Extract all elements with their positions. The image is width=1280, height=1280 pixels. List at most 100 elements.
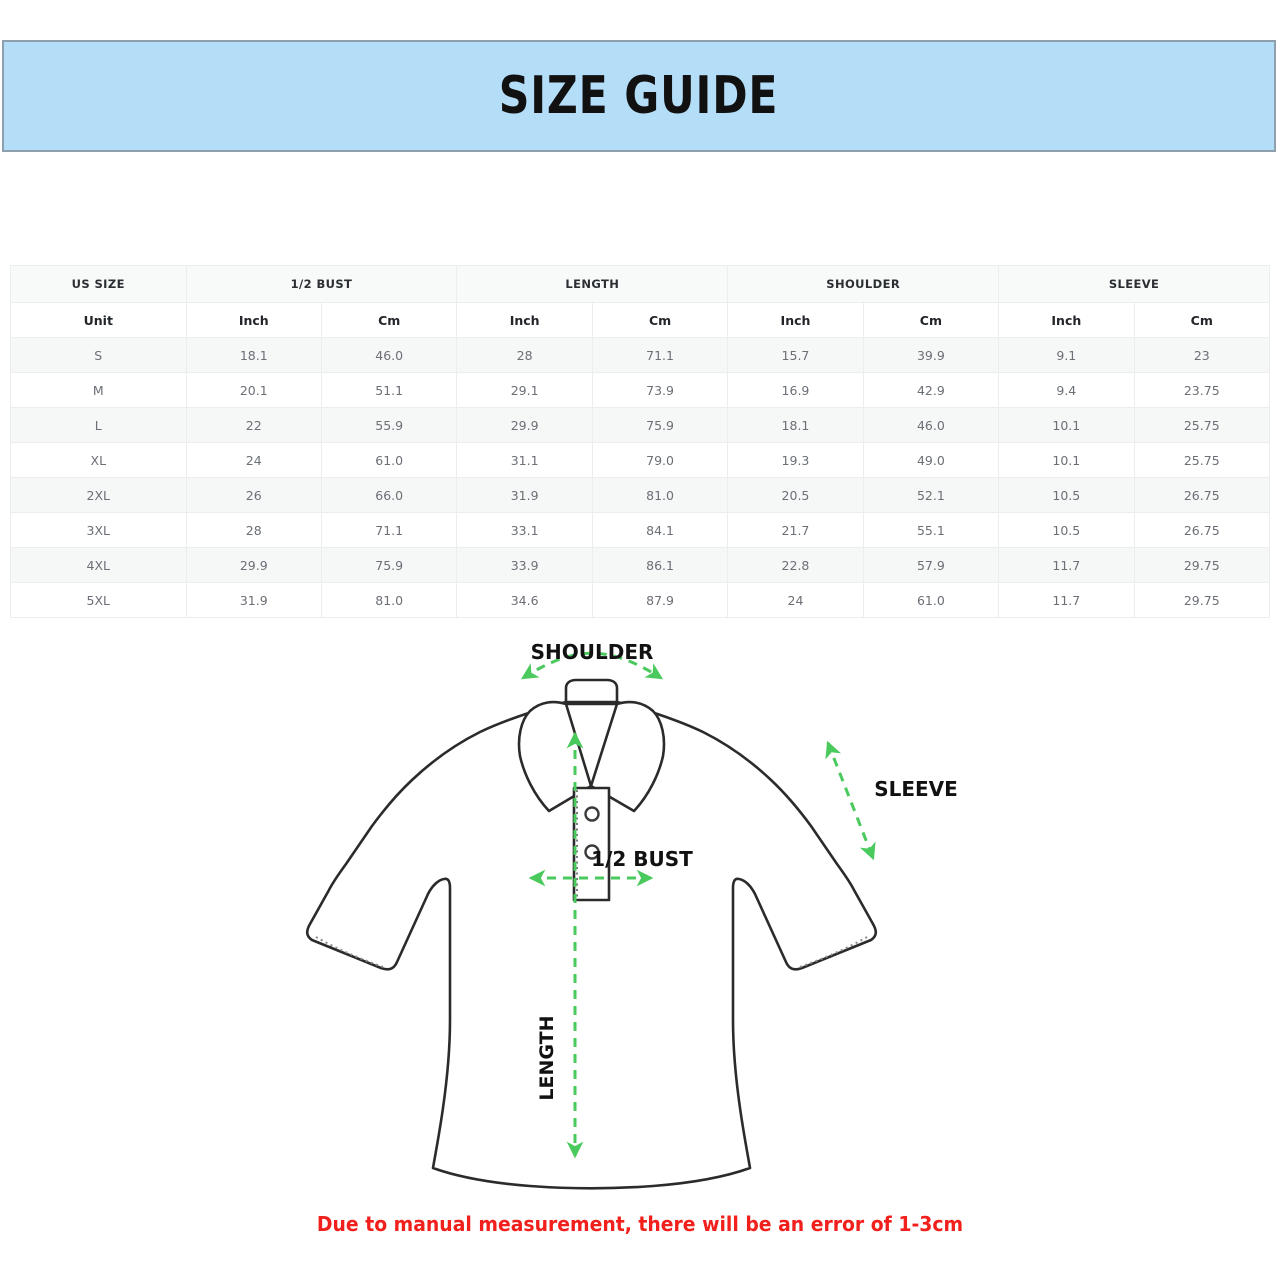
cell-bust-cm: 66.0 <box>320 477 458 513</box>
size-chart-table: US SIZE 1/2 BUST LENGTH SHOULDER SLEEVE … <box>10 265 1271 618</box>
table-row: S 18.1 46.0 28 71.1 15.7 39.9 9.1 23 <box>10 337 1271 373</box>
shoulder-label: SHOULDER <box>531 640 654 664</box>
cell-sleeve-cm: 23 <box>1133 337 1271 373</box>
unit-header-sleeve-cm: Cm <box>1133 302 1271 338</box>
cell-shoulder-cm: 61.0 <box>862 582 1000 618</box>
cell-sleeve-in: 10.5 <box>998 512 1135 548</box>
cell-size: 4XL <box>10 547 187 583</box>
cell-size: S <box>10 337 187 373</box>
cell-length-in: 28 <box>456 337 593 373</box>
cell-length-cm: 86.1 <box>591 547 729 583</box>
group-header-row: US SIZE 1/2 BUST LENGTH SHOULDER SLEEVE <box>10 265 1270 303</box>
placket-button-top <box>584 806 600 822</box>
cell-length-in: 31.9 <box>456 477 593 513</box>
group-header-sleeve: SLEEVE <box>998 265 1270 303</box>
cell-sleeve-in: 9.1 <box>998 337 1135 373</box>
cell-shoulder-cm: 42.9 <box>862 372 1000 408</box>
cell-bust-in: 22 <box>185 407 322 443</box>
cell-sleeve-cm: 26.75 <box>1133 512 1271 548</box>
cell-shoulder-cm: 55.1 <box>862 512 1000 548</box>
cell-sleeve-cm: 23.75 <box>1133 372 1271 408</box>
cell-bust-cm: 55.9 <box>320 407 458 443</box>
unit-header-bust-in: Inch <box>185 302 322 338</box>
right-cuff-stitch <box>796 936 868 969</box>
cell-shoulder-cm: 49.0 <box>862 442 1000 478</box>
size-guide-banner: SIZE GUIDE <box>2 40 1276 152</box>
cell-sleeve-cm: 26.75 <box>1133 477 1271 513</box>
cell-size: 5XL <box>10 582 187 618</box>
cell-bust-in: 31.9 <box>185 582 322 618</box>
cell-bust-cm: 46.0 <box>320 337 458 373</box>
collar-right-path <box>589 700 666 813</box>
cell-length-cm: 71.1 <box>591 337 729 373</box>
cell-length-cm: 75.9 <box>591 407 729 443</box>
sleeve-measure-arrow <box>825 740 876 861</box>
cell-bust-in: 29.9 <box>185 547 322 583</box>
table-body: S 18.1 46.0 28 71.1 15.7 39.9 9.1 23 M 2… <box>10 337 1271 618</box>
group-header-shoulder: SHOULDER <box>727 265 1000 303</box>
cell-length-in: 34.6 <box>456 582 593 618</box>
bust-label: 1/2 BUST <box>591 847 693 871</box>
cell-sleeve-in: 11.7 <box>998 582 1135 618</box>
placket-path <box>572 786 611 902</box>
cell-bust-cm: 71.1 <box>320 512 458 548</box>
table-row: 5XL 31.9 81.0 34.6 87.9 24 61.0 11.7 29.… <box>10 582 1271 618</box>
unit-header-length-cm: Cm <box>591 302 729 338</box>
cell-sleeve-in: 10.5 <box>998 477 1135 513</box>
cell-shoulder-cm: 39.9 <box>862 337 1000 373</box>
unit-header-length-in: Inch <box>456 302 593 338</box>
cell-length-in: 31.1 <box>456 442 593 478</box>
group-header-length: LENGTH <box>456 265 729 303</box>
table-row: 3XL 28 71.1 33.1 84.1 21.7 55.1 10.5 26.… <box>10 512 1271 548</box>
cell-sleeve-cm: 29.75 <box>1133 547 1271 583</box>
table-row: 4XL 29.9 75.9 33.9 86.1 22.8 57.9 11.7 2… <box>10 547 1271 583</box>
cell-sleeve-cm: 25.75 <box>1133 442 1271 478</box>
table-row: XL 24 61.0 31.1 79.0 19.3 49.0 10.1 25.7… <box>10 442 1271 478</box>
cell-size: XL <box>10 442 187 478</box>
cell-shoulder-cm: 46.0 <box>862 407 1000 443</box>
cell-shoulder-in: 15.7 <box>727 337 864 373</box>
cell-sleeve-cm: 29.75 <box>1133 582 1271 618</box>
unit-header-shoulder-in: Inch <box>727 302 864 338</box>
cell-sleeve-cm: 25.75 <box>1133 407 1271 443</box>
polo-shirt-outline <box>305 678 878 1190</box>
cell-length-in: 33.1 <box>456 512 593 548</box>
unit-header-sleeve-in: Inch <box>998 302 1135 338</box>
cell-bust-in: 20.1 <box>185 372 322 408</box>
cell-bust-cm: 75.9 <box>320 547 458 583</box>
cell-bust-cm: 61.0 <box>320 442 458 478</box>
cell-shoulder-cm: 52.1 <box>862 477 1000 513</box>
group-header-bust: 1/2 BUST <box>185 265 458 303</box>
cell-length-in: 29.9 <box>456 407 593 443</box>
length-label: LENGTH <box>536 1015 558 1100</box>
measurement-disclaimer: Due to manual measurement, there will be… <box>316 1212 964 1236</box>
cell-bust-in: 24 <box>185 442 322 478</box>
cell-size: 2XL <box>10 477 187 513</box>
cell-length-in: 33.9 <box>456 547 593 583</box>
group-header-us-size: US SIZE <box>10 265 187 303</box>
unit-header-row: Unit Inch Cm Inch Cm Inch Cm Inch Cm <box>10 302 1271 338</box>
table-row: M 20.1 51.1 29.1 73.9 16.9 42.9 9.4 23.7… <box>10 372 1271 408</box>
unit-header-bust-cm: Cm <box>320 302 458 338</box>
table-head: US SIZE 1/2 BUST LENGTH SHOULDER SLEEVE … <box>10 265 1271 338</box>
cell-length-cm: 79.0 <box>591 442 729 478</box>
cell-length-in: 29.1 <box>456 372 593 408</box>
unit-header-unit: Unit <box>10 302 187 338</box>
cell-shoulder-in: 21.7 <box>727 512 864 548</box>
sleeve-label: SLEEVE <box>874 777 958 801</box>
shoulder-measure-arrow <box>520 651 664 680</box>
shirt-body-path <box>305 700 878 1190</box>
cell-shoulder-in: 24 <box>727 582 864 618</box>
placket-button-bottom <box>584 844 600 860</box>
cell-length-cm: 73.9 <box>591 372 729 408</box>
cell-size: L <box>10 407 187 443</box>
size-table-container: US SIZE 1/2 BUST LENGTH SHOULDER SLEEVE … <box>10 265 1271 618</box>
cell-shoulder-in: 18.1 <box>727 407 864 443</box>
table-row: L 22 55.9 29.9 75.9 18.1 46.0 10.1 25.75 <box>10 407 1271 443</box>
cell-shoulder-cm: 57.9 <box>862 547 1000 583</box>
cell-size: M <box>10 372 187 408</box>
cell-sleeve-in: 10.1 <box>998 407 1135 443</box>
cell-shoulder-in: 20.5 <box>727 477 864 513</box>
page-title: SIZE GUIDE <box>499 66 779 126</box>
left-cuff-stitch <box>315 936 387 969</box>
